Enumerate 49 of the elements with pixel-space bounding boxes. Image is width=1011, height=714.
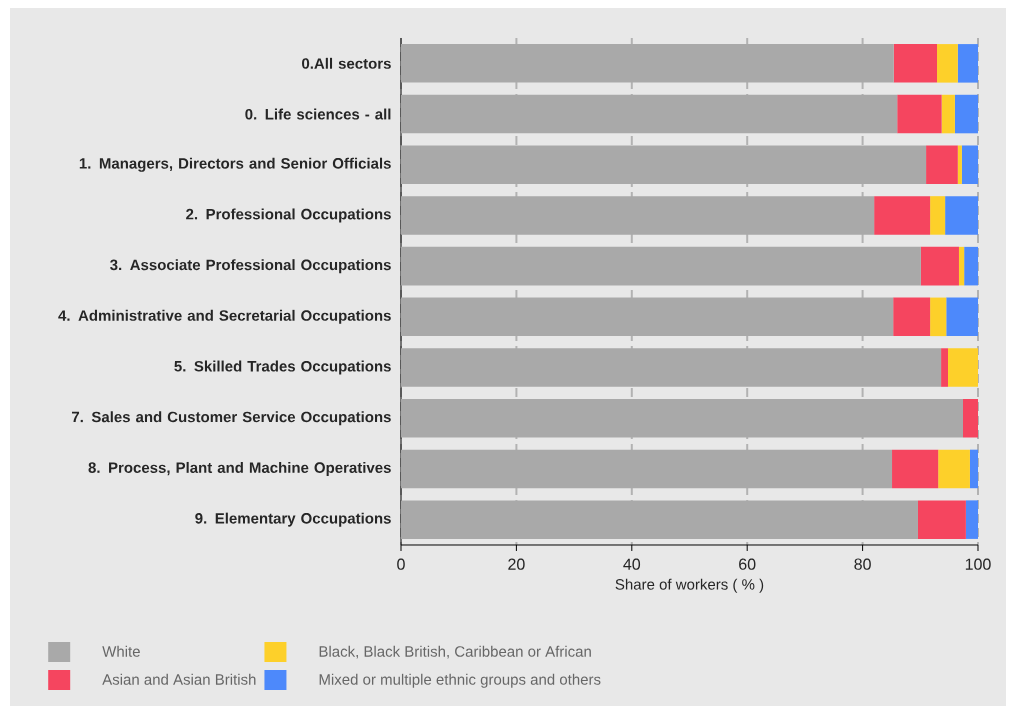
bar [917,500,966,539]
y-tick-label: 3. Associate Professional Occupations [110,259,391,274]
bar [957,44,978,83]
x-tick-label: 40 [623,558,641,570]
x-tick-label: 100 [965,558,991,570]
bar [958,246,965,286]
bar [941,348,948,387]
bar [930,297,947,337]
y-tick-label: 1. Managers, Directors and Senior Officials [79,157,391,172]
bar [874,196,931,235]
bar [948,348,978,387]
bar [964,246,978,286]
bar [957,145,962,185]
bar [926,145,958,185]
bar [893,44,938,83]
y-tick-label: 5. Skilled Trades Occupations [174,360,391,375]
y-tick-label: 8. Process, Plant and Machine Operatives [88,461,391,476]
x-tick-label: 20 [508,558,525,570]
bar [892,449,939,489]
bar [401,500,918,539]
bar [945,196,978,235]
y-tick-label: 0. Life sciences - all [245,108,391,120]
bar [961,145,978,185]
x-tick-label: 60 [739,558,756,570]
x-tick-label: 0 [397,558,405,570]
y-tick-label: 7. Sales and Customer Service Occupations [72,411,391,426]
bar [938,449,970,489]
bar [937,44,958,83]
x-tick-label: 80 [854,558,871,570]
bar [969,449,978,489]
y-tick-label: 0.All sectors [302,57,391,69]
bar [941,94,955,134]
legend-label: Mixed or multiple ethnic groups and others [319,673,601,688]
bar [965,500,978,539]
y-tick-label: 9. Elementary Occupations [195,512,391,527]
legend-label: Black, Black British, Caribbean or African [319,645,591,659]
x-axis-title: Share of workers ( % ) [615,578,764,593]
bar [920,246,959,286]
legend-label: Asian and Asian British [102,673,256,685]
bar [930,196,946,235]
bar [954,94,978,134]
y-tick-label: 4. Administrative and Secretarial Occupations [58,309,391,324]
bar [897,94,942,134]
bar [946,297,978,337]
legend-label: White [102,645,140,657]
bar [963,398,978,438]
y-tick-label: 2. Professional Occupations [186,208,391,223]
bar [893,297,931,337]
bar [401,246,921,286]
